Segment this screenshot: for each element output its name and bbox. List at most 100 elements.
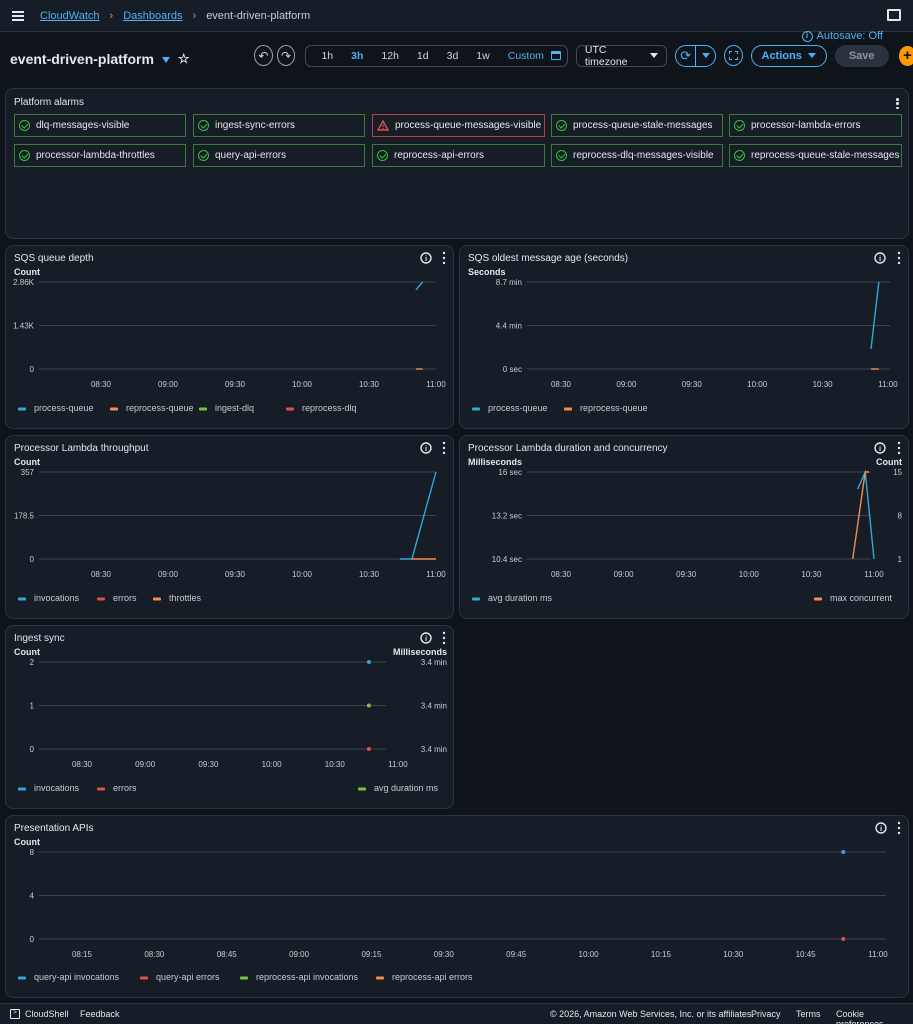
alarm-tile-process-queue-messages-visible[interactable]: process-queue-messages-visible <box>372 114 545 137</box>
range-3d[interactable]: 3d <box>446 49 459 62</box>
legend-item[interactable]: reprocess-queue <box>110 403 194 413</box>
cloudshell-link[interactable]: CloudShell <box>25 1009 69 1019</box>
legend-item[interactable]: invocations <box>18 593 80 603</box>
range-1h[interactable]: 1h <box>321 49 334 62</box>
dashboard-switcher-caret-icon[interactable] <box>161 57 170 63</box>
sqs-oldest-age-chart: SQS oldest message age (seconds) i Seconds… <box>468 251 901 413</box>
legend-item[interactable]: avg duration ms <box>472 593 553 603</box>
range-1w[interactable]: 1w <box>476 49 490 62</box>
legend-item[interactable]: avg duration ms <box>358 783 439 793</box>
series-point-invocations <box>366 660 371 664</box>
privacy-link[interactable]: Privacy <box>751 1009 781 1019</box>
legend-item[interactable]: invocations <box>18 783 80 793</box>
widget-menu-icon[interactable] <box>897 251 901 265</box>
kebab-dot <box>442 446 446 450</box>
info-icon-glyph: i <box>879 254 881 263</box>
save-button[interactable]: Save <box>834 44 889 67</box>
ingest-sync-chart: Ingest sync i Count Milliseconds 2 1 0 3.4 min 3… <box>14 631 447 793</box>
alarm-tile-reprocess-queue-stale-messages[interactable]: reprocess-queue-stale-messages <box>729 144 902 167</box>
legend-label: query-api invocations <box>34 972 120 982</box>
y-tick-label: 8 <box>30 848 35 857</box>
legend-item[interactable]: reprocess-dlq <box>286 403 357 413</box>
widget-menu-icon[interactable] <box>442 251 446 265</box>
actions-button[interactable]: Actions <box>750 44 827 67</box>
legend-item[interactable]: query-api errors <box>140 972 220 982</box>
widget-menu-icon[interactable] <box>897 441 901 455</box>
widget-menu-icon[interactable] <box>442 441 446 455</box>
chevron-right-icon: › <box>109 9 114 22</box>
dashboard-title-text: event-driven-platform <box>10 51 154 67</box>
legend-item[interactable]: reprocess-api invocations <box>240 972 359 982</box>
legend-label: process-queue <box>34 403 94 413</box>
y-tick-label: 1 <box>30 702 35 711</box>
alarm-tile-processor-lambda-errors[interactable]: processor-lambda-errors <box>729 114 902 137</box>
y-axis-label: Seconds <box>468 267 506 277</box>
cloudshell-icon[interactable]: > <box>10 1009 20 1019</box>
legend-item[interactable]: query-api invocations <box>18 972 120 982</box>
alarm-tile-process-queue-stale-messages[interactable]: process-queue-stale-messages <box>551 114 723 137</box>
breadcrumb-dashboards[interactable]: Dashboards <box>123 9 183 22</box>
display-settings-icon[interactable] <box>887 9 901 21</box>
favorite-star-icon[interactable]: ☆ <box>177 51 190 66</box>
range-custom[interactable]: Custom <box>507 49 544 62</box>
legend-item[interactable]: throttles <box>153 593 202 603</box>
widget-presentation-apis: Presentation APIs i Count 8 4 0 08:15 08:30 08:4… <box>5 815 909 998</box>
x-tick-label: 10:00 <box>579 950 600 959</box>
range-1d[interactable]: 1d <box>416 49 429 62</box>
legend-item[interactable]: ingest-dlq <box>199 403 254 413</box>
alarm-tile-reprocess-dlq-messages-visible[interactable]: reprocess-dlq-messages-visible <box>551 144 723 167</box>
lambda-duration-chart: Processor Lambda duration and concurrenc… <box>468 441 903 603</box>
widget-title: Processor Lambda duration and concurrenc… <box>468 443 668 454</box>
calendar-icon[interactable] <box>550 51 561 60</box>
legend-item[interactable]: process-queue <box>18 403 94 413</box>
alarm-tile-ingest-sync-errors[interactable]: ingest-sync-errors <box>193 114 365 137</box>
widget-menu-icon[interactable] <box>442 631 446 645</box>
x-tick-label: 10:30 <box>723 950 744 959</box>
x-tick-label: 10:30 <box>359 380 380 389</box>
menu-icon[interactable] <box>12 10 24 21</box>
range-3h[interactable]: 3h <box>351 49 364 62</box>
add-widget-button[interactable]: + <box>898 45 913 66</box>
cookie-preferences-link[interactable]: Cookie preferences <box>836 1009 884 1024</box>
feedback-link[interactable]: Feedback <box>80 1009 120 1019</box>
timezone-select[interactable]: UTC timezone <box>575 44 668 68</box>
legend-swatch <box>18 976 26 980</box>
alarm-tile-processor-lambda-throttles[interactable]: processor-lambda-throttles <box>14 144 186 167</box>
alarm-tile-query-api-errors[interactable]: query-api-errors <box>193 144 365 167</box>
fullscreen-button[interactable] <box>723 45 743 66</box>
y2-tick-label: 1 <box>898 555 903 564</box>
y-tick-label: 0 sec <box>503 365 522 374</box>
legend-item[interactable]: reprocess-queue <box>564 403 648 413</box>
legend-item[interactable]: max concurrent <box>814 593 893 603</box>
info-icon: i <box>420 442 432 454</box>
undo-button[interactable]: ↶ <box>254 45 273 66</box>
refresh-options-button[interactable] <box>695 45 714 66</box>
alarm-tile-reprocess-api-errors[interactable]: reprocess-api-errors <box>372 144 545 167</box>
breadcrumb-current: event-driven-platform <box>206 9 311 22</box>
legend-item[interactable]: errors <box>97 593 137 603</box>
legend-item[interactable]: errors <box>97 783 137 793</box>
y-tick-label: 10.4 sec <box>492 555 522 564</box>
legend-label: query-api errors <box>156 972 220 982</box>
x-tick-label: 08:30 <box>91 380 112 389</box>
widget-menu-icon[interactable] <box>896 98 899 109</box>
ok-check-icon <box>734 120 745 131</box>
redo-button[interactable]: ↷ <box>276 45 296 66</box>
alarm-tile-dlq-messages-visible[interactable]: dlq-messages-visible <box>14 114 186 137</box>
legend-item[interactable]: process-queue <box>472 403 548 413</box>
console-footer: > CloudShell Feedback © 2026, Amazon Web… <box>0 1003 913 1024</box>
autosave-toggle[interactable]: i Autosave: Off <box>801 30 883 42</box>
terms-link[interactable]: Terms <box>796 1009 821 1019</box>
legend-swatch <box>18 597 26 601</box>
widget-menu-icon[interactable] <box>897 821 901 835</box>
alarm-warning-icon <box>377 120 389 131</box>
x-tick-label: 09:30 <box>434 950 455 959</box>
refresh-button[interactable]: ⟳ <box>680 47 692 63</box>
legend-item[interactable]: reprocess-api errors <box>376 972 473 982</box>
info-icon-ring <box>420 442 432 454</box>
breadcrumb-cloudwatch[interactable]: CloudWatch <box>40 9 100 22</box>
range-12h[interactable]: 12h <box>381 49 399 62</box>
x-tick-label: 11:00 <box>426 570 446 579</box>
x-tick-label: 10:00 <box>292 570 313 579</box>
